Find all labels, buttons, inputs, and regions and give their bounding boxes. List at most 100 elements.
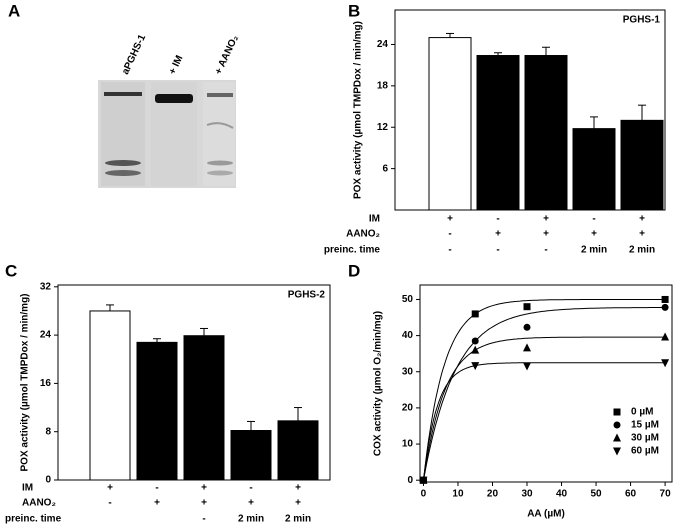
condition-name: IM — [22, 483, 33, 494]
fit-curve — [423, 299, 666, 481]
bar — [136, 341, 178, 481]
fit-curve — [423, 336, 666, 481]
condition-value: 2 min — [238, 514, 264, 525]
data-point — [523, 303, 531, 311]
panel-label: A — [8, 1, 20, 20]
condition-value: 2 min — [581, 245, 607, 256]
data-point — [523, 362, 532, 371]
condition-value: + — [591, 229, 597, 240]
data-point — [523, 323, 531, 331]
x-tick-label: 10 — [452, 489, 464, 500]
condition-value: - — [496, 245, 499, 256]
y-tick-label: 50 — [402, 294, 414, 305]
plot-frame — [419, 284, 673, 483]
y-tick-label: 32 — [40, 281, 52, 292]
bar — [476, 55, 520, 211]
legend-label: 60 µM — [631, 446, 659, 457]
condition-name: preinc. time — [324, 245, 381, 256]
legend-label: 30 µM — [631, 433, 659, 444]
bar — [230, 429, 272, 481]
x-tick-label: 0 — [421, 489, 427, 500]
condition-value: + — [543, 214, 549, 225]
data-point — [523, 343, 532, 352]
bar — [524, 55, 568, 211]
condition-value: - — [155, 483, 158, 494]
x-axis-label: AA (µM) — [527, 509, 565, 520]
legend-marker — [613, 433, 621, 442]
x-tick-label: 40 — [556, 489, 568, 500]
condition-value: 2 min — [629, 245, 655, 256]
chart-title: PGHS-2 — [288, 290, 326, 301]
condition-value: - — [202, 514, 205, 525]
y-tick-label: 6 — [382, 163, 388, 174]
condition-value: - — [448, 229, 451, 240]
y-axis-label: POX activity (µmol TMPDox / min/mg) — [353, 21, 364, 199]
x-tick-label: 20 — [487, 489, 499, 500]
condition-value: + — [639, 229, 645, 240]
data-point — [471, 337, 479, 345]
bar — [183, 335, 225, 481]
data-point — [419, 476, 428, 485]
condition-value: - — [496, 214, 499, 225]
y-tick-label: 16 — [40, 378, 52, 389]
lane-label: aPGHS-1 — [120, 33, 148, 77]
chart-title: PGHS-1 — [623, 15, 661, 26]
data-point — [661, 359, 670, 368]
y-tick-label: 0 — [407, 475, 413, 486]
data-point — [661, 295, 669, 303]
condition-value: + — [107, 483, 113, 494]
y-tick-label: 24 — [40, 330, 52, 341]
y-tick-label: 18 — [377, 81, 389, 92]
condition-value: - — [249, 483, 252, 494]
legend-marker — [613, 447, 621, 456]
bar — [277, 420, 319, 481]
legend-marker — [613, 421, 621, 429]
y-tick-label: 12 — [377, 122, 389, 133]
y-tick-label: 8 — [45, 426, 51, 437]
data-point — [661, 332, 670, 341]
data-point — [471, 345, 480, 354]
x-tick-label: 30 — [521, 489, 533, 500]
data-point — [471, 362, 480, 371]
data-point — [661, 303, 669, 311]
condition-value: + — [201, 498, 207, 509]
y-tick-label: 0 — [45, 475, 51, 486]
y-axis-label: COX activity (µmol O₂/min/mg) — [373, 311, 384, 456]
y-tick-label: 30 — [402, 366, 414, 377]
condition-value: - — [592, 214, 595, 225]
condition-value: + — [295, 483, 301, 494]
condition-value: + — [447, 214, 453, 225]
legend-label: 0 µM — [631, 407, 653, 418]
bar — [428, 37, 472, 211]
bar — [620, 119, 664, 211]
condition-value: - — [108, 498, 111, 509]
y-tick-label: 20 — [402, 403, 414, 414]
gel-image — [98, 80, 236, 188]
bar — [572, 128, 616, 211]
condition-value: + — [201, 483, 207, 494]
panel-label: B — [348, 1, 360, 20]
x-tick-label: 50 — [590, 489, 602, 500]
fit-curve — [423, 362, 666, 481]
bar — [89, 310, 131, 481]
lane-label: + AANO₂ — [213, 34, 241, 77]
condition-value: + — [639, 214, 645, 225]
condition-name: IM — [369, 214, 380, 225]
condition-value: - — [448, 245, 451, 256]
legend-marker — [613, 408, 621, 416]
y-tick-label: 40 — [402, 330, 414, 341]
condition-value: + — [154, 498, 160, 509]
condition-name: AANO₂ — [346, 229, 380, 240]
condition-value: + — [543, 229, 549, 240]
condition-value: + — [295, 498, 301, 509]
lane-label: + IM — [167, 54, 185, 77]
condition-value: + — [248, 498, 254, 509]
condition-value: + — [495, 229, 501, 240]
condition-name: AANO₂ — [22, 498, 56, 509]
condition-value: - — [544, 245, 547, 256]
y-tick-label: 10 — [402, 439, 414, 450]
panel-label: C — [5, 261, 17, 280]
y-axis-label: POX activity (µmol TMPDox / min/mg) — [20, 293, 31, 471]
legend-label: 15 µM — [631, 420, 659, 431]
